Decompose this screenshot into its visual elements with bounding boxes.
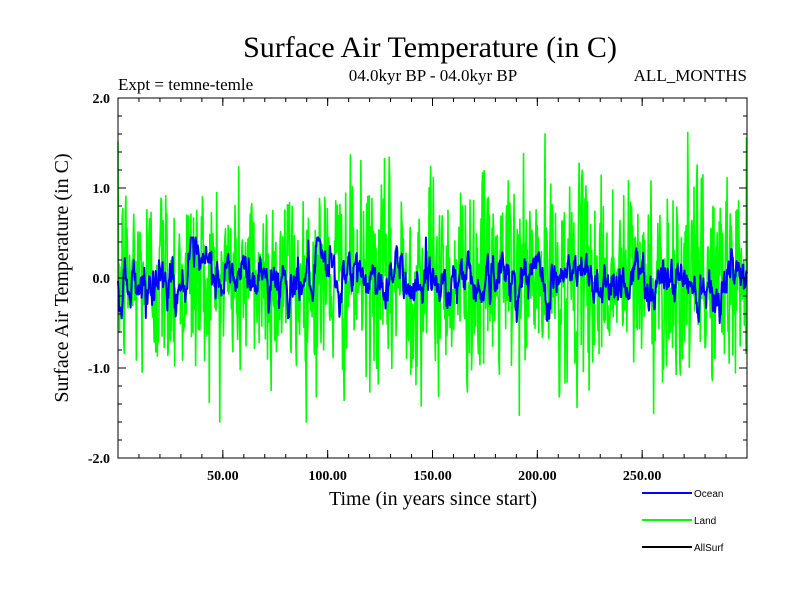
legend-label-ocean: Ocean [694,489,723,500]
chart-subtitle-left: Expt = temne-temle [118,75,253,94]
y-tick-label: -2.0 [88,452,110,467]
tick-layer: 2.0 1.0 0.0 -1.0 -2.0 50.00 100.00 150.00 200.00… [88,92,748,484]
x-axis-label: Time (in years since start) [329,488,537,510]
series-line-ocean [117,236,748,324]
chart-subtitle-right: ALL_MONTHS [634,66,747,85]
y-tick-label: 0.0 [93,272,111,287]
y-tick-label: 1.0 [93,182,111,197]
legend-label-allsurf: AllSurf [694,543,724,554]
x-tick-label: 250.00 [623,469,662,484]
y-tick-label: 2.0 [93,92,111,107]
x-tick-label: 200.00 [518,469,557,484]
legend-label-land: Land [694,516,716,527]
y-tick-label: -1.0 [88,362,110,377]
series-layer [117,131,748,423]
chart-title: Surface Air Temperature (in C) [243,31,617,64]
legend: Ocean Land AllSurf [642,489,724,554]
x-tick-label: 100.00 [308,469,347,484]
x-tick-label: 50.00 [207,469,239,484]
chart-subtitle-center: 04.0kyr BP - 04.0kyr BP [349,66,517,85]
x-tick-label: 150.00 [413,469,452,484]
y-axis-label: Surface Air Temperature (in C) [51,153,73,402]
